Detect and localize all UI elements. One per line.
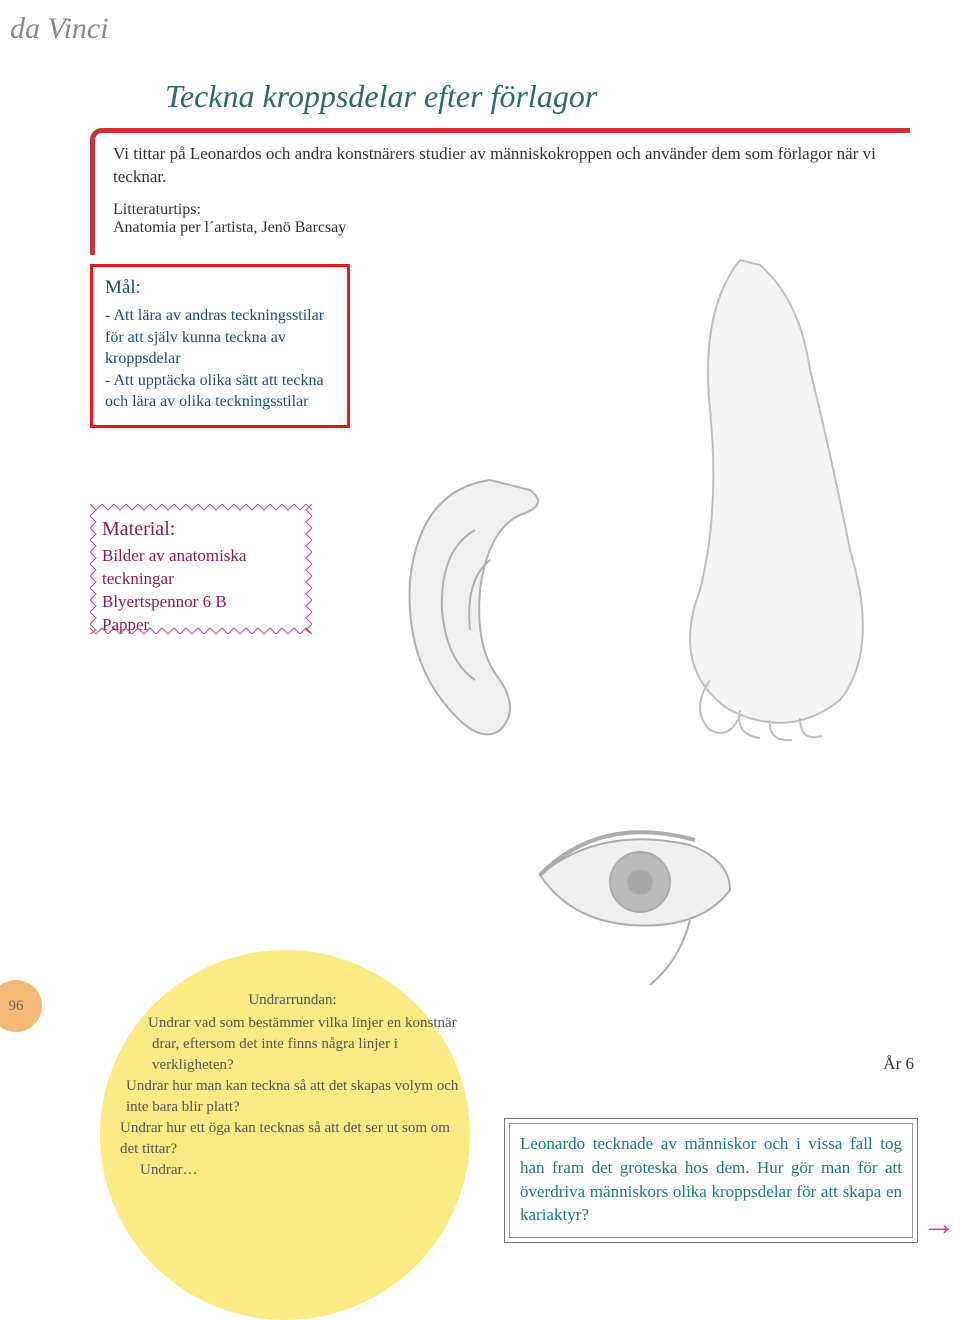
- intro-block: Vi tittar på Leonardos och andra konstnä…: [90, 128, 910, 255]
- ear-sketch: [380, 470, 580, 750]
- undrar-last: Undrar…: [120, 1160, 465, 1181]
- page-number: 96: [9, 998, 24, 1015]
- undrar-title: Undrarrundan:: [120, 990, 465, 1011]
- intro-text: Vi tittar på Leonardos och andra konstnä…: [113, 143, 910, 189]
- goals-item-2: - Att upptäcka olika sätt att teckna och…: [105, 370, 335, 413]
- undrar-content: Undrarrundan: Undrar vad som bestämmer v…: [120, 990, 465, 1181]
- undrar-q3: Undrar hur ett öga kan tecknas så att de…: [120, 1118, 465, 1160]
- goals-item-1: - Att lära av andras teckningsstilar för…: [105, 305, 335, 370]
- next-arrow-icon: →: [922, 1206, 956, 1244]
- material-line-2: Blyertspennor 6 B: [102, 591, 300, 614]
- eye-sketch: [530, 820, 740, 990]
- undrar-q2: Undrar hur man kan teckna så att det ska…: [120, 1076, 465, 1118]
- material-title: Material:: [102, 518, 300, 541]
- material-line-1: Bilder av anatomiska teckningar: [102, 545, 300, 591]
- literature-text: Anatomia per l´artista, Jenö Barcsay: [113, 219, 910, 237]
- brand-title: da Vinci: [10, 12, 109, 46]
- page-title: Teckna kroppsdelar efter förlagor: [165, 78, 597, 115]
- page-number-badge: 96: [0, 980, 42, 1032]
- material-line-3: Papper: [102, 614, 300, 637]
- fact-text: Leonardo tecknade av människor och i vis…: [509, 1123, 913, 1238]
- year-label: År 6: [883, 1054, 914, 1074]
- goals-title: Mål:: [105, 277, 335, 299]
- foot-sketch: [560, 250, 900, 750]
- material-box: Material: Bilder av anatomiska teckninga…: [90, 504, 312, 653]
- undrar-q1: Undrar vad som bestämmer vilka linjer en…: [120, 1013, 465, 1076]
- literature-label: Litteraturtips:: [113, 201, 910, 219]
- goals-box: Mål: - Att lära av andras teckningsstila…: [90, 264, 350, 428]
- fact-box: Leonardo tecknade av människor och i vis…: [504, 1118, 918, 1243]
